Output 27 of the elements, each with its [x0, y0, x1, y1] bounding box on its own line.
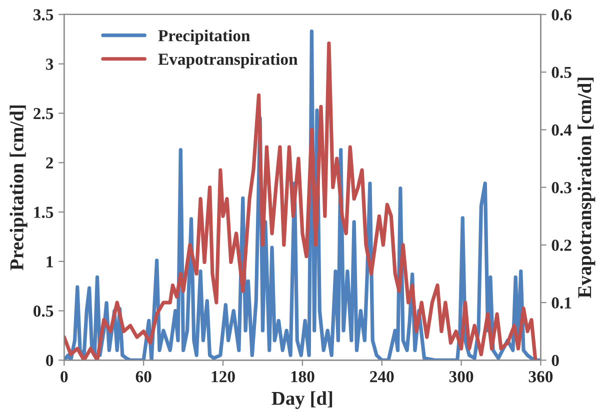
x-tick-label: 180 [291, 371, 314, 382]
y-tick-label: 3 [46, 58, 54, 70]
y-tick-label: 3.5 [34, 9, 54, 21]
legend-label: Precipitation [158, 30, 250, 45]
y-axis-title: Precipitation [cm/d] [10, 106, 28, 270]
y-tick-label: 1 [46, 256, 53, 268]
y-tick-label: 0.5 [34, 305, 54, 317]
x-tick-label: 240 [370, 371, 394, 382]
x-tick-label: 60 [136, 371, 152, 382]
y-tick-label: 0 [46, 354, 54, 366]
y-tick-label: 2.5 [34, 108, 54, 120]
y2-tick-label: 0.5 [552, 66, 572, 78]
y-tick-label: 2 [46, 157, 54, 168]
x-tick-label: 300 [449, 371, 474, 382]
legend-label: Evapotranspiration [158, 53, 298, 68]
y2-tick-label: 0.3 [552, 182, 572, 194]
x-axis-title: Day [d] [272, 391, 332, 409]
y2-tick-label: 0.1 [552, 297, 572, 309]
x-tick-label: 0 [60, 371, 68, 382]
y2-tick-label: 0.6 [552, 9, 572, 21]
x-tick-label: 120 [212, 371, 235, 382]
y2-tick-label: 0.4 [552, 124, 572, 136]
y2-tick-label: 0 [552, 354, 559, 366]
y2-tick-label: 0.2 [552, 240, 572, 251]
y-tick-label: 1.5 [34, 206, 54, 218]
y2-axis-title: Evapotranspiration [cm/d] [578, 78, 596, 298]
x-tick-label: 360 [528, 371, 553, 382]
